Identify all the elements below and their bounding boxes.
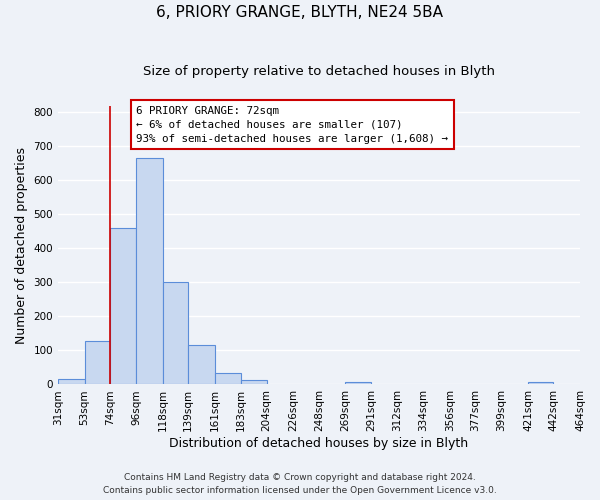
Bar <box>528 382 553 384</box>
Bar <box>345 382 371 384</box>
Bar <box>58 380 85 384</box>
Bar <box>163 282 188 384</box>
Bar <box>136 158 163 384</box>
Y-axis label: Number of detached properties: Number of detached properties <box>15 146 28 344</box>
Text: 6 PRIORY GRANGE: 72sqm
← 6% of detached houses are smaller (107)
93% of semi-det: 6 PRIORY GRANGE: 72sqm ← 6% of detached … <box>136 106 448 144</box>
X-axis label: Distribution of detached houses by size in Blyth: Distribution of detached houses by size … <box>169 437 469 450</box>
Bar <box>215 372 241 384</box>
Title: Size of property relative to detached houses in Blyth: Size of property relative to detached ho… <box>143 65 495 78</box>
Text: Contains HM Land Registry data © Crown copyright and database right 2024.
Contai: Contains HM Land Registry data © Crown c… <box>103 474 497 495</box>
Bar <box>85 342 110 384</box>
Bar <box>241 380 266 384</box>
Bar <box>110 228 136 384</box>
Bar <box>188 344 215 385</box>
Text: 6, PRIORY GRANGE, BLYTH, NE24 5BA: 6, PRIORY GRANGE, BLYTH, NE24 5BA <box>157 5 443 20</box>
